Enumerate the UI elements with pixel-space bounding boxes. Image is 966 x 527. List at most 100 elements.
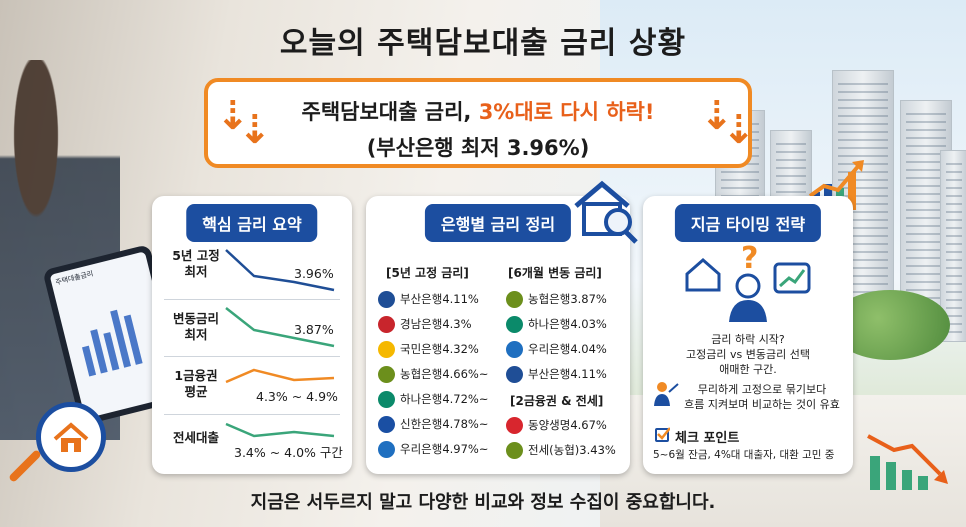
divider xyxy=(164,356,340,357)
summary-label: 전세대출 xyxy=(172,430,219,445)
bank-rate: 4.78%~ xyxy=(442,417,489,431)
bank-row: 국민은행 4.32% xyxy=(378,340,479,358)
down-arrow-icon: ⇣ xyxy=(238,107,272,153)
divider xyxy=(164,414,340,415)
bank-row: 전세(농협) 3.43% xyxy=(506,441,616,459)
bank-name: 하나은행 xyxy=(528,317,571,331)
bank-rate: 4.97%~ xyxy=(442,442,489,456)
bank-logo-icon xyxy=(378,290,395,308)
bank-name: 신한은행 xyxy=(400,417,443,431)
bank-logo-icon xyxy=(506,315,523,333)
bank-logo-icon xyxy=(378,340,395,358)
bank-row: 우리은행 4.97%~ xyxy=(378,440,489,458)
bank-rate: 4.66%~ xyxy=(442,367,489,381)
headline-accent: 3%대로 다시 하락! xyxy=(478,100,655,124)
bank-rate: 4.72%~ xyxy=(442,392,489,406)
checkbox-icon xyxy=(655,427,670,442)
trend-line-variable xyxy=(225,307,335,348)
timing-heading: 지금 타이밍 전략 xyxy=(674,204,822,242)
bank-rate: 3.43% xyxy=(579,443,616,457)
headline-line1: 주택담보대출 금리, 3%대로 다시 하락! xyxy=(208,96,748,126)
tablet-bar xyxy=(82,345,97,377)
bank-logo-icon xyxy=(506,290,523,308)
summary-value: 3.96% xyxy=(294,266,334,281)
bank-name: 하나은행 xyxy=(400,392,443,406)
headline-box: 주택담보대출 금리, 3%대로 다시 하락! (부산은행 최저 3.96%) xyxy=(204,78,752,168)
summary-value: 3.87% xyxy=(294,322,334,337)
bank-logo-icon xyxy=(378,365,395,383)
bank-row: 농협은행 3.87% xyxy=(506,290,607,308)
down-arrow-icon: ⇣ xyxy=(722,107,756,153)
divider xyxy=(164,299,340,300)
bank-row: 하나은행 4.72%~ xyxy=(378,390,489,408)
footer-message: 지금은 서두르지 말고 다양한 비교와 정보 수집이 중요합니다. xyxy=(250,492,716,513)
magnifier-house-icon xyxy=(36,402,106,472)
bank-name: 우리은행 xyxy=(400,442,443,456)
timing-text1: 금리 하락 시작? 고정금리 vs 변동금리 선택 애매한 구간. xyxy=(686,333,810,376)
magnifier-handle xyxy=(8,449,42,483)
summary-label: 5년 고정 최저 xyxy=(172,248,220,279)
bank-logo-icon xyxy=(506,441,523,459)
down-arrow-icon: ⇣ xyxy=(216,93,250,139)
bank-name: 전세(농협) xyxy=(528,443,580,457)
summary-label: 변동금리 최저 xyxy=(172,311,219,342)
bank-row: 신한은행 4.78%~ xyxy=(378,415,489,433)
bank-rate: 3.87% xyxy=(570,292,607,306)
bank-logo-icon xyxy=(506,365,523,383)
timing-text2: 무리하게 고정으로 묶기보다 흐름 지켜보며 비교하는 것이 유효 xyxy=(684,383,840,411)
bank-name: 부산은행 xyxy=(528,367,571,381)
bank-rate: 4.32% xyxy=(442,342,479,356)
page-title: 오늘의 주택담보대출 금리 상황 xyxy=(279,26,687,61)
bank-row: 부산은행 4.11% xyxy=(378,290,479,308)
summary-value: 3.4% ~ 4.0% 구간 xyxy=(234,445,343,460)
headline-prefix: 주택담보대출 금리, xyxy=(301,100,479,124)
bank-row: 동양생명 4.67% xyxy=(506,416,607,434)
summary-label: 1금융권 평균 xyxy=(174,368,218,399)
bank-name: 경남은행 xyxy=(400,317,443,331)
second-tier-heading: [2금융권 & 전세] xyxy=(510,394,604,408)
bank-name: 동양생명 xyxy=(528,418,571,432)
bank-row: 경남은행 4.3% xyxy=(378,315,472,333)
thinking-person-icon: ? xyxy=(685,244,811,322)
bank-row: 부산은행 4.11% xyxy=(506,365,607,383)
trend-line-fixed xyxy=(225,249,335,292)
bank-name: 농협은행 xyxy=(528,292,571,306)
svg-text:?: ? xyxy=(741,244,758,276)
summary-heading: 핵심 금리 요약 xyxy=(186,204,318,242)
summary-value: 4.3% ~ 4.9% xyxy=(256,389,338,404)
bank-name: 농협은행 xyxy=(400,367,443,381)
bank-logo-icon xyxy=(378,440,395,458)
bank-logo-icon xyxy=(506,340,523,358)
summary-trend-lines xyxy=(225,249,335,438)
banks-heading: 은행별 금리 정리 xyxy=(424,204,572,242)
bank-row: 농협은행 4.66%~ xyxy=(378,365,489,383)
presenter-icon xyxy=(654,382,679,406)
bank-rate: 4.67% xyxy=(570,418,607,432)
banks-panel: 은행별 금리 정리 [5년 고정 금리] [6개월 변동 금리] [2금융권 &… xyxy=(366,196,630,474)
trend-line-average xyxy=(225,368,335,384)
bank-rate: 4.3% xyxy=(442,317,472,331)
house-search-icon xyxy=(572,176,638,244)
bank-row: 우리은행 4.04% xyxy=(506,340,607,358)
summary-panel: 핵심 금리 요약 5년 고정 최저 3.96% 변동금리 최저 3.87% 1금… xyxy=(152,196,352,474)
bank-logo-icon xyxy=(378,315,395,333)
down-arrow-icon: ⇣ xyxy=(700,93,734,139)
checkpoint-title: 체크 포인트 xyxy=(675,431,740,446)
bank-name: 부산은행 xyxy=(400,292,443,306)
bank-rate: 4.03% xyxy=(570,317,607,331)
checkpoint-text: 5~6월 잔금, 4%대 대출자, 대환 고민 중 xyxy=(653,449,835,461)
variable-rate-heading: [6개월 변동 금리] xyxy=(508,266,602,280)
bank-logo-icon xyxy=(378,390,395,408)
timing-panel: 지금 타이밍 전략 ? 금리 하락 시작? 고정금리 vs 변동금리 선택 애매… xyxy=(643,196,853,474)
bank-logo-icon xyxy=(378,415,395,433)
fixed-rate-heading: [5년 고정 금리] xyxy=(386,266,469,280)
bank-logo-icon xyxy=(506,416,523,434)
bank-rate: 4.04% xyxy=(570,342,607,356)
bank-rate: 4.11% xyxy=(570,367,607,381)
headline-line2: (부산은행 최저 3.96%) xyxy=(366,136,590,160)
bank-name: 국민은행 xyxy=(400,342,443,356)
trend-line-jeonse xyxy=(225,422,335,438)
bank-rate: 4.11% xyxy=(442,292,479,306)
bank-row: 하나은행 4.03% xyxy=(506,315,607,333)
bank-name: 우리은행 xyxy=(528,342,571,356)
